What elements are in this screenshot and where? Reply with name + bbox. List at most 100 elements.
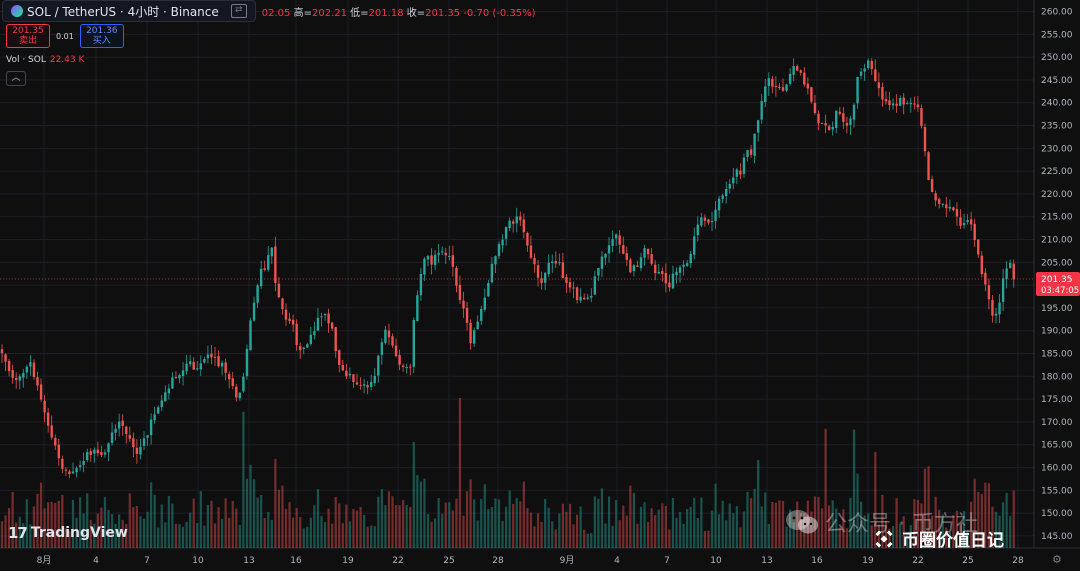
- candle-body: [508, 220, 511, 229]
- candle-body: [394, 345, 398, 357]
- volume-bar: [93, 523, 96, 548]
- candle-body: [756, 120, 760, 133]
- candle-body: [749, 149, 753, 155]
- candle-body: [930, 179, 934, 193]
- volume-bar: [845, 528, 848, 548]
- candle-body: [96, 449, 100, 454]
- symbol-box[interactable]: SOL / TetherUS · 4小时 · Binance ⇄: [2, 0, 256, 22]
- volume-bar: [189, 512, 192, 548]
- volume-bar: [423, 478, 426, 548]
- candle-body: [334, 327, 337, 352]
- volume-bar: [945, 527, 948, 548]
- volume-bar: [43, 508, 46, 548]
- volume-bar: [647, 522, 650, 548]
- volume-bar: [213, 523, 217, 548]
- candle-body: [657, 271, 660, 274]
- candle-body: [270, 247, 273, 257]
- channel-brand: 币圈价值日记: [872, 526, 1004, 551]
- volume-bar: [50, 501, 53, 548]
- candle-body: [401, 365, 405, 367]
- candle-body: [558, 262, 561, 264]
- candle-body: [803, 72, 806, 85]
- sell-button[interactable]: 201.35 卖出: [6, 24, 50, 48]
- candle-body: [668, 282, 671, 288]
- compare-icon[interactable]: ⇄: [230, 4, 247, 18]
- tradingview-logo[interactable]: 17 TradingView: [8, 524, 128, 542]
- sell-label: 卖出: [18, 36, 37, 46]
- candle-body: [302, 347, 305, 350]
- candle-body: [117, 421, 121, 429]
- volume-bar: [263, 518, 266, 548]
- candle-body: [125, 426, 128, 434]
- volume-bar: [888, 528, 891, 548]
- volume-bar: [89, 519, 92, 548]
- candle-body: [203, 359, 206, 363]
- x-tick-label: 28: [492, 556, 504, 566]
- candle-body: [43, 400, 46, 413]
- candle-body: [288, 318, 291, 322]
- candle-body: [231, 378, 234, 387]
- volume-bar: [753, 488, 756, 548]
- candle-body: [132, 438, 135, 448]
- x-tick-label: 13: [243, 556, 254, 566]
- collapse-legend-button[interactable]: ︿: [6, 71, 26, 86]
- candle-body: [139, 446, 142, 455]
- candle-body: [732, 177, 735, 184]
- volume-bar: [292, 517, 295, 548]
- candle-body: [462, 300, 465, 309]
- volume-bar: [508, 490, 511, 548]
- volume-bar: [902, 516, 905, 548]
- volume-bar: [707, 530, 710, 548]
- volume-bar: [437, 498, 440, 548]
- volume-bar: [245, 478, 249, 548]
- volume-bar: [370, 525, 373, 548]
- candle-body: [75, 467, 78, 473]
- candle-body: [451, 255, 455, 267]
- candle-body: [174, 377, 178, 379]
- candle-body: [4, 354, 7, 362]
- candle-body: [348, 373, 352, 376]
- candle-body: [849, 118, 852, 125]
- volume-bar: [465, 491, 469, 548]
- candle-body: [387, 330, 391, 338]
- volume-bar: [604, 523, 607, 548]
- volume-bar: [178, 524, 181, 548]
- volume-bar: [639, 506, 643, 548]
- volume-value: 22.43 K: [49, 55, 85, 65]
- volume-bar: [224, 498, 227, 548]
- candle-body: [100, 452, 103, 456]
- y-tick-label: 250.00: [1041, 53, 1073, 63]
- candle-body: [128, 435, 131, 439]
- buy-button[interactable]: 201.36 买入: [79, 24, 124, 48]
- candle-body: [213, 356, 217, 358]
- volume-bar: [469, 479, 472, 548]
- chart-header: SOL / TetherUS · 4小时 · Binance ⇄ 02.05 高…: [0, 0, 536, 22]
- volume-bar: [941, 514, 944, 548]
- volume-bar: [977, 492, 980, 548]
- volume-bar: [455, 498, 458, 548]
- candle-body: [259, 268, 263, 287]
- candle-body: [565, 277, 568, 283]
- candle-body: [39, 384, 43, 400]
- settings-gear-icon[interactable]: ⚙: [1052, 553, 1062, 566]
- volume-bar: [434, 518, 437, 548]
- volume-bar: [547, 507, 550, 548]
- candle-body: [405, 367, 408, 369]
- candle-body: [895, 103, 898, 106]
- candle-body: [426, 255, 430, 260]
- volume-bar: [128, 493, 131, 548]
- candle-body: [323, 313, 327, 316]
- candle-body: [962, 222, 966, 226]
- candle-body: [689, 253, 692, 264]
- volume-bar: [920, 503, 923, 548]
- candle-body: [600, 256, 604, 269]
- candle-body: [714, 209, 717, 222]
- wechat-watermark: 公众号 · 币方社: [785, 506, 978, 538]
- candle-body: [380, 342, 384, 355]
- candle-body: [870, 60, 873, 69]
- candle-body: [433, 254, 437, 266]
- candle-body: [0, 349, 4, 354]
- candle-body: [277, 283, 281, 298]
